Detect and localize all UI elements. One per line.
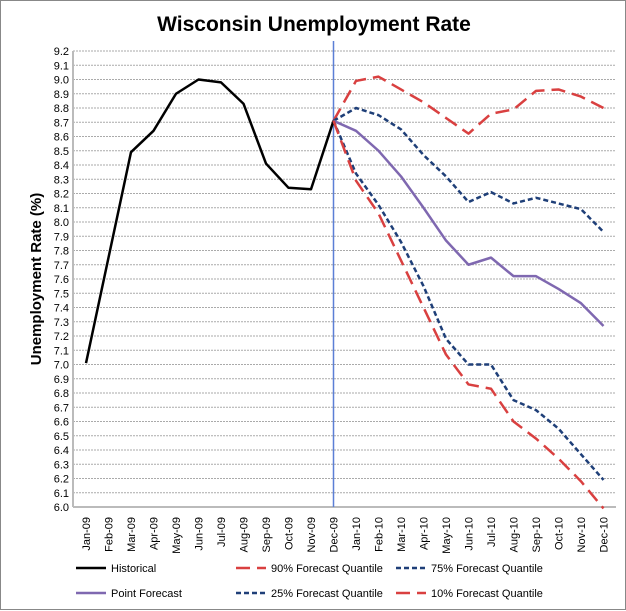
legend-label: 10% Forecast Quantile bbox=[431, 588, 543, 600]
x-tick-label: Apr-09 bbox=[149, 517, 161, 550]
y-tick-label: 6.5 bbox=[54, 431, 69, 443]
series-line-10-forecast-quantile bbox=[332, 120, 605, 510]
x-tick-label: Aug-09 bbox=[239, 517, 251, 552]
series-line-point-forecast bbox=[332, 119, 605, 327]
x-tick-label: May-09 bbox=[171, 517, 183, 554]
x-tick-label: Jan-09 bbox=[81, 517, 93, 551]
legend-label: 25% Forecast Quantile bbox=[271, 588, 383, 600]
y-tick-label: 8.7 bbox=[54, 117, 69, 129]
x-tick-label: Nov-09 bbox=[306, 517, 318, 552]
x-tick-label: Oct-09 bbox=[284, 517, 296, 550]
y-tick-label: 7.4 bbox=[54, 303, 69, 315]
y-tick-label: 8.5 bbox=[54, 146, 69, 158]
x-tick-label: Jul-10 bbox=[486, 517, 498, 547]
x-tick-label: May-10 bbox=[441, 517, 453, 554]
y-tick-label: 8.3 bbox=[54, 174, 69, 186]
y-tick-label: 6.6 bbox=[54, 417, 69, 429]
x-tick-label: Sep-09 bbox=[261, 517, 273, 552]
y-tick-label: 8.2 bbox=[54, 189, 69, 201]
y-tick-label: 7.0 bbox=[54, 360, 69, 372]
x-tick-label: Oct-10 bbox=[554, 517, 566, 550]
x-tick-label: Jun-09 bbox=[194, 517, 206, 551]
y-tick-label: 8.6 bbox=[54, 132, 69, 144]
y-tick-label: 6.3 bbox=[54, 459, 69, 471]
y-tick-label: 7.6 bbox=[54, 274, 69, 286]
legend-label: 75% Forecast Quantile bbox=[431, 563, 543, 575]
series-line-historical bbox=[84, 78, 335, 364]
y-tick-label: 8.1 bbox=[54, 203, 69, 215]
x-tick-label: Dec-10 bbox=[599, 517, 611, 552]
series-line-90-forecast-quantile bbox=[332, 75, 605, 135]
y-tick-label: 8.8 bbox=[54, 103, 69, 115]
x-tick-label: Dec-09 bbox=[329, 517, 341, 552]
x-tick-label: Feb-09 bbox=[104, 517, 116, 552]
y-tick-label: 8.0 bbox=[54, 217, 69, 229]
x-tick-label: Aug-10 bbox=[509, 517, 521, 552]
y-tick-label: 6.0 bbox=[54, 502, 69, 514]
x-tick-label: Mar-10 bbox=[396, 517, 408, 552]
legend-label: Historical bbox=[111, 563, 156, 575]
y-tick-label: 7.5 bbox=[54, 288, 69, 300]
x-tick-label: Mar-09 bbox=[126, 517, 138, 552]
y-tick-label: 6.7 bbox=[54, 402, 69, 414]
legend-label: 90% Forecast Quantile bbox=[271, 563, 383, 575]
y-tick-label: 6.8 bbox=[54, 388, 69, 400]
y-tick-label: 7.9 bbox=[54, 231, 69, 243]
x-tick-label: Sep-10 bbox=[531, 517, 543, 552]
y-axis-label: Unemployment Rate (%) bbox=[28, 193, 45, 366]
series-line-25-forecast-quantile bbox=[332, 120, 605, 481]
x-tick-label: Jan-10 bbox=[351, 517, 363, 551]
y-tick-label: 6.4 bbox=[54, 445, 69, 457]
series-line-75-forecast-quantile bbox=[332, 106, 605, 233]
y-tick-label: 7.1 bbox=[54, 345, 69, 357]
chart-title: Wisconsin Unemployment Rate bbox=[157, 13, 471, 36]
x-tick-label: Feb-10 bbox=[374, 517, 386, 552]
y-tick-label: 8.4 bbox=[54, 160, 69, 172]
y-tick-label: 7.3 bbox=[54, 317, 69, 329]
y-tick-label: 6.9 bbox=[54, 374, 69, 386]
y-tick-label: 7.2 bbox=[54, 331, 69, 343]
x-tick-label: Jul-09 bbox=[216, 517, 228, 547]
y-tick-label: 9.2 bbox=[54, 46, 69, 58]
y-tick-label: 7.7 bbox=[54, 260, 69, 272]
y-tick-label: 9.0 bbox=[54, 75, 69, 87]
y-tick-label: 8.9 bbox=[54, 89, 69, 101]
y-tick-label: 9.1 bbox=[54, 60, 69, 72]
x-tick-label: Jun-10 bbox=[464, 517, 476, 551]
y-tick-label: 7.8 bbox=[54, 246, 69, 258]
x-tick-label: Nov-10 bbox=[576, 517, 588, 552]
y-tick-label: 6.1 bbox=[54, 488, 69, 500]
x-tick-label: Apr-10 bbox=[419, 517, 431, 550]
legend-label: Point Forecast bbox=[111, 588, 182, 600]
y-tick-label: 6.2 bbox=[54, 474, 69, 486]
